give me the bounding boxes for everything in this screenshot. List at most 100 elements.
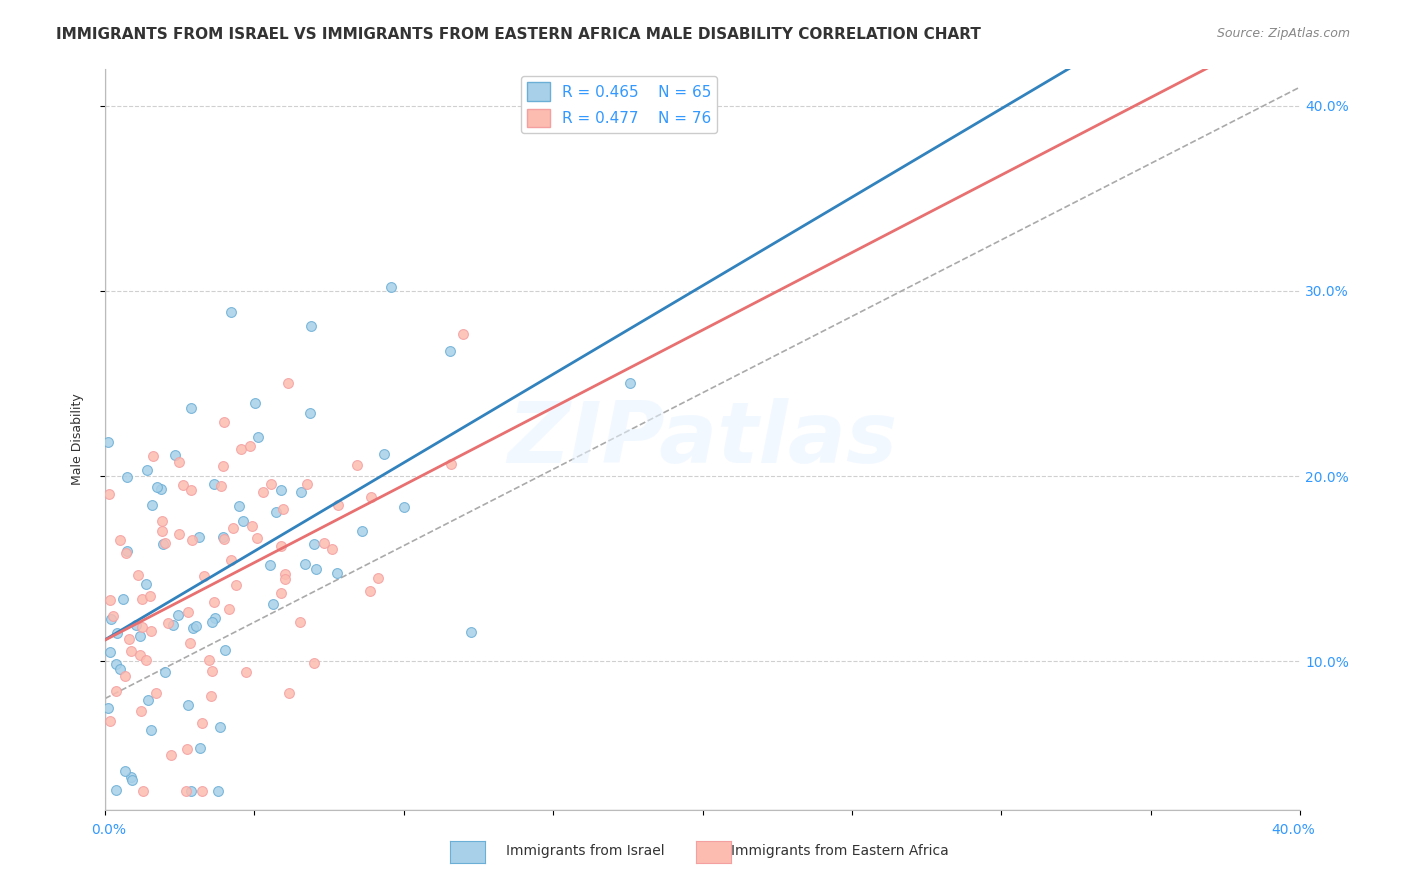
Point	[198, 653, 221, 667]
Point	[135, 577, 157, 591]
Point	[156, 616, 179, 631]
Point	[115, 544, 138, 558]
Point	[352, 524, 374, 538]
Point	[162, 618, 184, 632]
Point	[207, 784, 229, 798]
Point	[277, 376, 299, 390]
Point	[201, 615, 224, 630]
Point	[146, 480, 169, 494]
Point	[160, 747, 183, 762]
Point	[246, 531, 269, 545]
Point	[179, 636, 201, 650]
Point	[98, 593, 121, 607]
Point	[141, 499, 163, 513]
Point	[124, 618, 146, 632]
Point	[150, 524, 173, 538]
Point	[128, 629, 150, 643]
Text: Immigrants from Israel: Immigrants from Israel	[506, 844, 665, 857]
Point	[211, 531, 233, 545]
Point	[290, 485, 312, 500]
Point	[174, 784, 197, 798]
Point	[105, 782, 128, 797]
Point	[131, 620, 153, 634]
Text: Immigrants from Eastern Africa: Immigrants from Eastern Africa	[731, 844, 949, 857]
Point	[321, 542, 343, 557]
Point	[177, 606, 200, 620]
Point	[172, 478, 194, 492]
Point	[100, 612, 122, 626]
Point	[359, 584, 381, 599]
Point	[212, 459, 235, 474]
Point	[229, 442, 252, 456]
Point	[97, 435, 120, 450]
Point	[214, 415, 236, 429]
Point	[167, 608, 190, 623]
Point	[149, 482, 172, 496]
Point	[180, 483, 202, 498]
Point	[150, 514, 173, 528]
Point	[299, 319, 322, 334]
Point	[252, 485, 274, 500]
Point	[136, 463, 159, 477]
Point	[191, 716, 214, 731]
Point	[214, 533, 236, 547]
Point	[131, 591, 153, 606]
Point	[294, 558, 316, 572]
Point	[98, 714, 121, 729]
Point	[232, 514, 254, 528]
Point	[187, 530, 209, 544]
Point	[129, 704, 152, 718]
Point	[326, 566, 349, 580]
Text: 0.0%: 0.0%	[91, 823, 127, 837]
Point	[619, 376, 641, 390]
Point	[208, 720, 231, 734]
Y-axis label: Male Disability: Male Disability	[72, 393, 84, 485]
Point	[152, 536, 174, 550]
Point	[98, 644, 121, 658]
Text: 40.0%: 40.0%	[1271, 823, 1315, 837]
Text: ZIPatlas: ZIPatlas	[508, 398, 897, 481]
Point	[392, 500, 415, 515]
Point	[302, 537, 325, 551]
Point	[235, 665, 257, 680]
Point	[135, 653, 157, 667]
Text: Source: ZipAtlas.com: Source: ZipAtlas.com	[1216, 27, 1350, 40]
Point	[200, 689, 222, 703]
Point	[115, 546, 138, 560]
Point	[105, 626, 128, 640]
Point	[163, 449, 186, 463]
Point	[138, 589, 160, 603]
Point	[145, 686, 167, 700]
Point	[104, 684, 127, 698]
Point	[288, 615, 311, 629]
Point	[108, 533, 131, 548]
Point	[302, 656, 325, 670]
Point	[239, 438, 262, 452]
Point	[305, 561, 328, 575]
Point	[181, 621, 204, 635]
Point	[142, 449, 165, 463]
Point	[460, 625, 482, 640]
Point	[202, 477, 225, 491]
Point	[120, 770, 142, 784]
Point	[312, 536, 335, 550]
Point	[219, 305, 242, 319]
Point	[127, 568, 149, 582]
Point	[219, 553, 242, 567]
Point	[121, 772, 143, 787]
Point	[218, 602, 240, 616]
Point	[346, 458, 368, 473]
Point	[380, 280, 402, 294]
Point	[98, 486, 121, 500]
Point	[274, 567, 297, 582]
Point	[228, 499, 250, 513]
Point	[297, 477, 319, 491]
Point	[136, 693, 159, 707]
Point	[264, 505, 287, 519]
Point	[326, 499, 349, 513]
Point	[274, 572, 297, 586]
Point	[167, 455, 190, 469]
Text: IMMIGRANTS FROM ISRAEL VS IMMIGRANTS FROM EASTERN AFRICA MALE DISABILITY CORRELA: IMMIGRANTS FROM ISRAEL VS IMMIGRANTS FRO…	[56, 27, 981, 42]
Point	[97, 701, 120, 715]
Point	[243, 396, 266, 410]
